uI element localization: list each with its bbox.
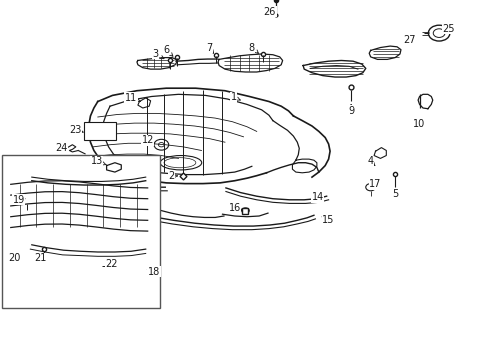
Text: 2: 2 [168, 171, 177, 181]
Text: 20: 20 [8, 253, 21, 264]
Text: 25: 25 [442, 24, 454, 34]
Text: 22: 22 [105, 258, 118, 269]
Bar [84, 122, 116, 140]
Bar [2, 155, 160, 308]
Text: 21: 21 [34, 253, 46, 264]
Text: 24: 24 [55, 143, 67, 153]
Text: 3: 3 [152, 49, 163, 59]
Text: 14: 14 [311, 192, 324, 202]
Text: 9: 9 [347, 105, 353, 116]
Text: 10: 10 [412, 119, 425, 129]
Text: 8: 8 [248, 42, 258, 53]
Text: 7: 7 [206, 42, 213, 53]
Text: 1: 1 [230, 92, 240, 102]
Text: 27: 27 [403, 35, 415, 45]
Text: 13: 13 [90, 156, 106, 166]
Text: 4: 4 [367, 156, 374, 166]
Text: 12: 12 [141, 135, 154, 145]
Text: 6: 6 [163, 45, 173, 56]
Text: 23: 23 [69, 125, 83, 135]
Text: 11: 11 [124, 93, 140, 103]
Text: 15: 15 [321, 215, 334, 225]
Text: 26: 26 [263, 6, 276, 17]
Text: 17: 17 [368, 179, 381, 189]
Text: 16: 16 [228, 203, 242, 213]
Text: 5: 5 [391, 189, 397, 199]
Text: 18: 18 [147, 267, 160, 277]
Text: 19: 19 [12, 195, 25, 205]
